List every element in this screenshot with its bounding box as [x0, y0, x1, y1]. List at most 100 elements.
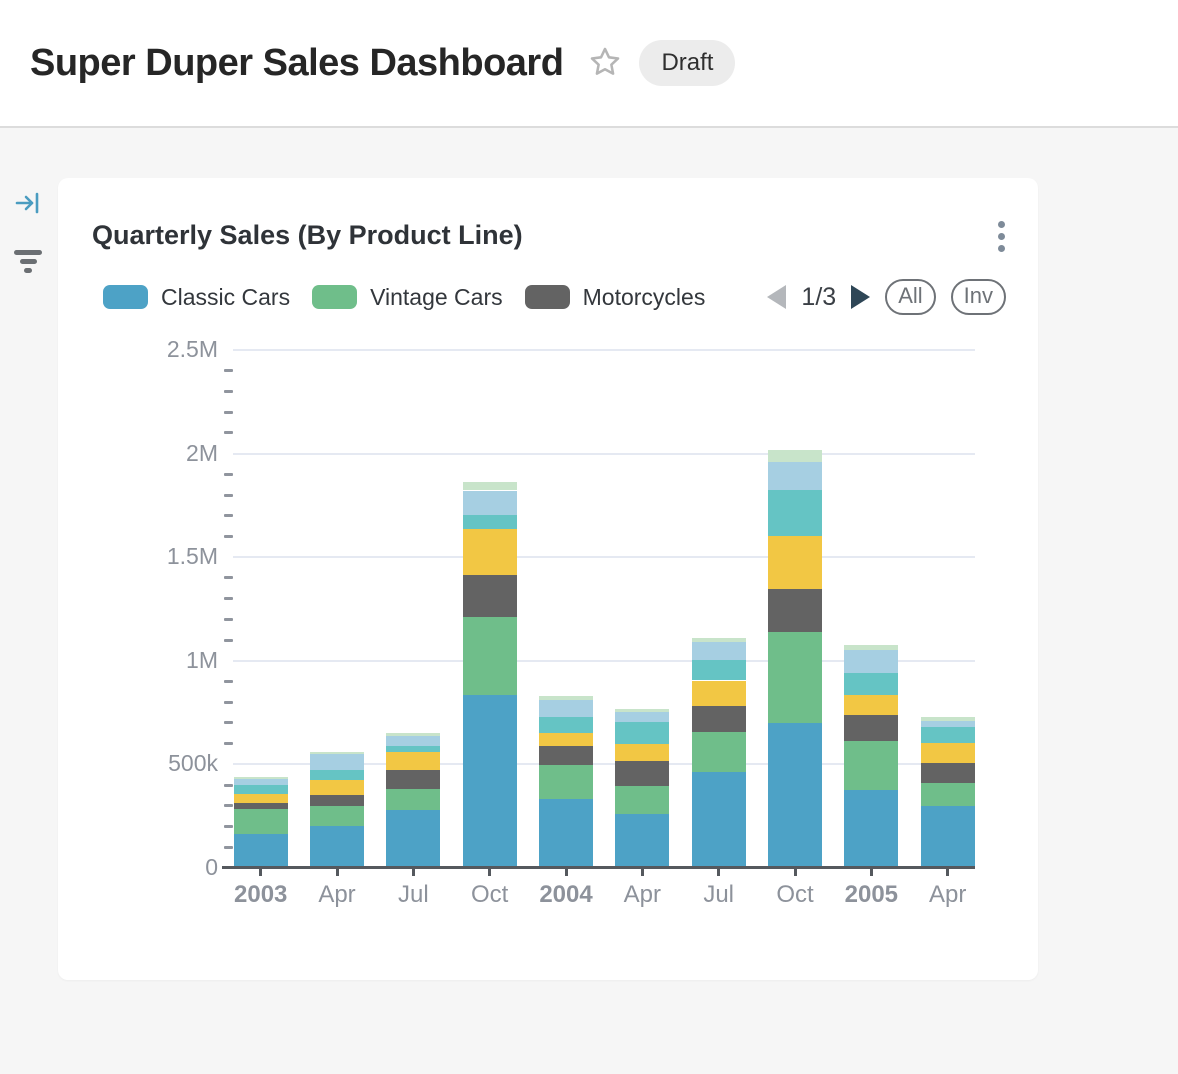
- bar-1-apr[interactable]: [310, 751, 365, 868]
- bar-segment-unlabeled-light-green[interactable]: [691, 637, 746, 643]
- bar-segment-vintage-cars[interactable]: [462, 617, 517, 696]
- bar-segment-unlabeled-teal[interactable]: [539, 716, 594, 733]
- bar-segment-unlabeled-light-blue[interactable]: [691, 642, 746, 660]
- bar-segment-unlabeled-teal[interactable]: [691, 659, 746, 681]
- bar-segment-unlabeled-light-blue[interactable]: [768, 461, 822, 491]
- x-axis-tick: [793, 868, 797, 876]
- bar-segment-vintage-cars[interactable]: [386, 788, 441, 811]
- app-header: Super Duper Sales Dashboard Draft: [0, 0, 1178, 128]
- expand-panel-button[interactable]: [13, 189, 43, 219]
- legend-item-classic-cars[interactable]: Classic Cars: [103, 284, 290, 311]
- bar-segment-vintage-cars[interactable]: [768, 631, 822, 724]
- bar-segment-unlabeled-yellow[interactable]: [462, 528, 517, 576]
- bar-3-oct[interactable]: [462, 482, 517, 868]
- bar-6-jul[interactable]: [691, 637, 746, 868]
- bar-segment-vintage-cars[interactable]: [539, 765, 594, 799]
- bar-segment-unlabeled-yellow[interactable]: [386, 751, 441, 770]
- bar-9-apr[interactable]: [920, 717, 975, 868]
- y-axis-minor-tick: [224, 493, 233, 497]
- legend-item-vintage-cars[interactable]: Vintage Cars: [312, 284, 503, 311]
- bar-segment-unlabeled-yellow[interactable]: [691, 680, 746, 707]
- bar-segment-unlabeled-yellow[interactable]: [844, 694, 899, 715]
- x-axis-category-label: Jul: [398, 881, 429, 908]
- select-all-button[interactable]: All: [885, 278, 936, 316]
- bar-segment-unlabeled-light-green[interactable]: [768, 450, 822, 462]
- bar-segment-unlabeled-yellow[interactable]: [615, 743, 670, 762]
- bar-segment-classic-cars[interactable]: [768, 723, 822, 868]
- bar-segment-vintage-cars[interactable]: [233, 808, 288, 834]
- bar-segment-unlabeled-yellow[interactable]: [539, 732, 594, 747]
- bar-segment-unlabeled-teal[interactable]: [844, 673, 899, 695]
- bar-segment-motorcycles[interactable]: [844, 714, 899, 742]
- bar-segment-unlabeled-light-green[interactable]: [539, 696, 594, 701]
- card-menu-button[interactable]: [983, 216, 1019, 256]
- filter-button[interactable]: [13, 247, 43, 275]
- legend-swatch-vintage-cars: [312, 285, 358, 309]
- legend-prev-button[interactable]: [767, 285, 787, 309]
- bar-segment-motorcycles[interactable]: [768, 589, 822, 632]
- bar-5-apr[interactable]: [615, 709, 670, 868]
- bar-segment-classic-cars[interactable]: [844, 789, 899, 868]
- bar-segment-unlabeled-light-green[interactable]: [920, 717, 975, 721]
- bar-segment-motorcycles[interactable]: [233, 803, 288, 809]
- bar-segment-classic-cars[interactable]: [386, 810, 441, 868]
- bar-2-jul[interactable]: [386, 733, 441, 868]
- bar-segment-unlabeled-teal[interactable]: [768, 490, 822, 537]
- bar-segment-unlabeled-light-green[interactable]: [310, 751, 365, 755]
- bar-segment-motorcycles[interactable]: [386, 769, 441, 789]
- bar-segment-unlabeled-light-blue[interactable]: [844, 650, 899, 674]
- bar-segment-classic-cars[interactable]: [310, 825, 365, 868]
- bar-segment-unlabeled-yellow[interactable]: [233, 793, 288, 804]
- bar-segment-classic-cars[interactable]: [462, 695, 517, 868]
- bar-segment-unlabeled-light-blue[interactable]: [539, 700, 594, 717]
- bar-segment-vintage-cars[interactable]: [691, 732, 746, 773]
- bar-segment-unlabeled-teal[interactable]: [462, 514, 517, 529]
- bar-segment-unlabeled-yellow[interactable]: [920, 743, 975, 764]
- bar-segment-motorcycles[interactable]: [615, 761, 670, 787]
- bar-segment-classic-cars[interactable]: [539, 798, 594, 868]
- bar-segment-classic-cars[interactable]: [233, 833, 288, 868]
- bar-segment-unlabeled-teal[interactable]: [920, 726, 975, 744]
- bar-segment-unlabeled-light-blue[interactable]: [615, 712, 670, 722]
- bar-segment-unlabeled-light-blue[interactable]: [462, 490, 517, 515]
- bar-segment-classic-cars[interactable]: [691, 772, 746, 868]
- bar-segment-classic-cars[interactable]: [615, 813, 670, 868]
- star-favorite-button[interactable]: [587, 45, 623, 81]
- bar-segment-vintage-cars[interactable]: [310, 806, 365, 826]
- bar-segment-unlabeled-yellow[interactable]: [768, 536, 822, 590]
- bar-segment-vintage-cars[interactable]: [844, 741, 899, 790]
- invert-selection-button[interactable]: Inv: [950, 278, 1006, 316]
- x-axis-tick: [335, 868, 339, 876]
- y-axis-minor-tick: [224, 369, 233, 373]
- bar-segment-unlabeled-light-green[interactable]: [233, 776, 288, 780]
- x-axis-tick: [411, 868, 415, 876]
- bar-segment-motorcycles[interactable]: [462, 575, 517, 618]
- legend-next-button[interactable]: [851, 285, 871, 309]
- bar-4-2004[interactable]: [539, 696, 594, 868]
- bar-segment-unlabeled-light-green[interactable]: [462, 482, 517, 491]
- bar-segment-motorcycles[interactable]: [310, 795, 365, 807]
- bar-segment-unlabeled-light-green[interactable]: [844, 644, 899, 651]
- bar-segment-unlabeled-light-blue[interactable]: [233, 779, 288, 785]
- bar-segment-motorcycles[interactable]: [920, 763, 975, 784]
- legend-item-motorcycles[interactable]: Motorcycles: [524, 284, 705, 311]
- bar-8-2005[interactable]: [844, 644, 899, 868]
- bar-segment-unlabeled-teal[interactable]: [310, 770, 365, 781]
- bar-segment-unlabeled-light-blue[interactable]: [386, 736, 441, 747]
- bar-7-oct[interactable]: [768, 450, 822, 868]
- bar-segment-motorcycles[interactable]: [539, 746, 594, 766]
- bar-segment-unlabeled-light-blue[interactable]: [920, 720, 975, 727]
- bar-segment-unlabeled-light-green[interactable]: [386, 733, 441, 737]
- bar-segment-unlabeled-light-blue[interactable]: [310, 754, 365, 771]
- bar-segment-vintage-cars[interactable]: [920, 783, 975, 807]
- bar-segment-vintage-cars[interactable]: [615, 786, 670, 814]
- bar-segment-motorcycles[interactable]: [691, 706, 746, 733]
- bar-segment-unlabeled-teal[interactable]: [233, 784, 288, 794]
- bar-0-2003[interactable]: [233, 776, 288, 868]
- chevron-right-icon: [851, 285, 871, 309]
- bar-segment-classic-cars[interactable]: [920, 806, 975, 868]
- bar-segment-unlabeled-yellow[interactable]: [310, 780, 365, 796]
- bar-segment-unlabeled-teal[interactable]: [615, 721, 670, 744]
- bar-segment-unlabeled-light-green[interactable]: [615, 709, 670, 712]
- bar-segment-unlabeled-teal[interactable]: [386, 746, 441, 752]
